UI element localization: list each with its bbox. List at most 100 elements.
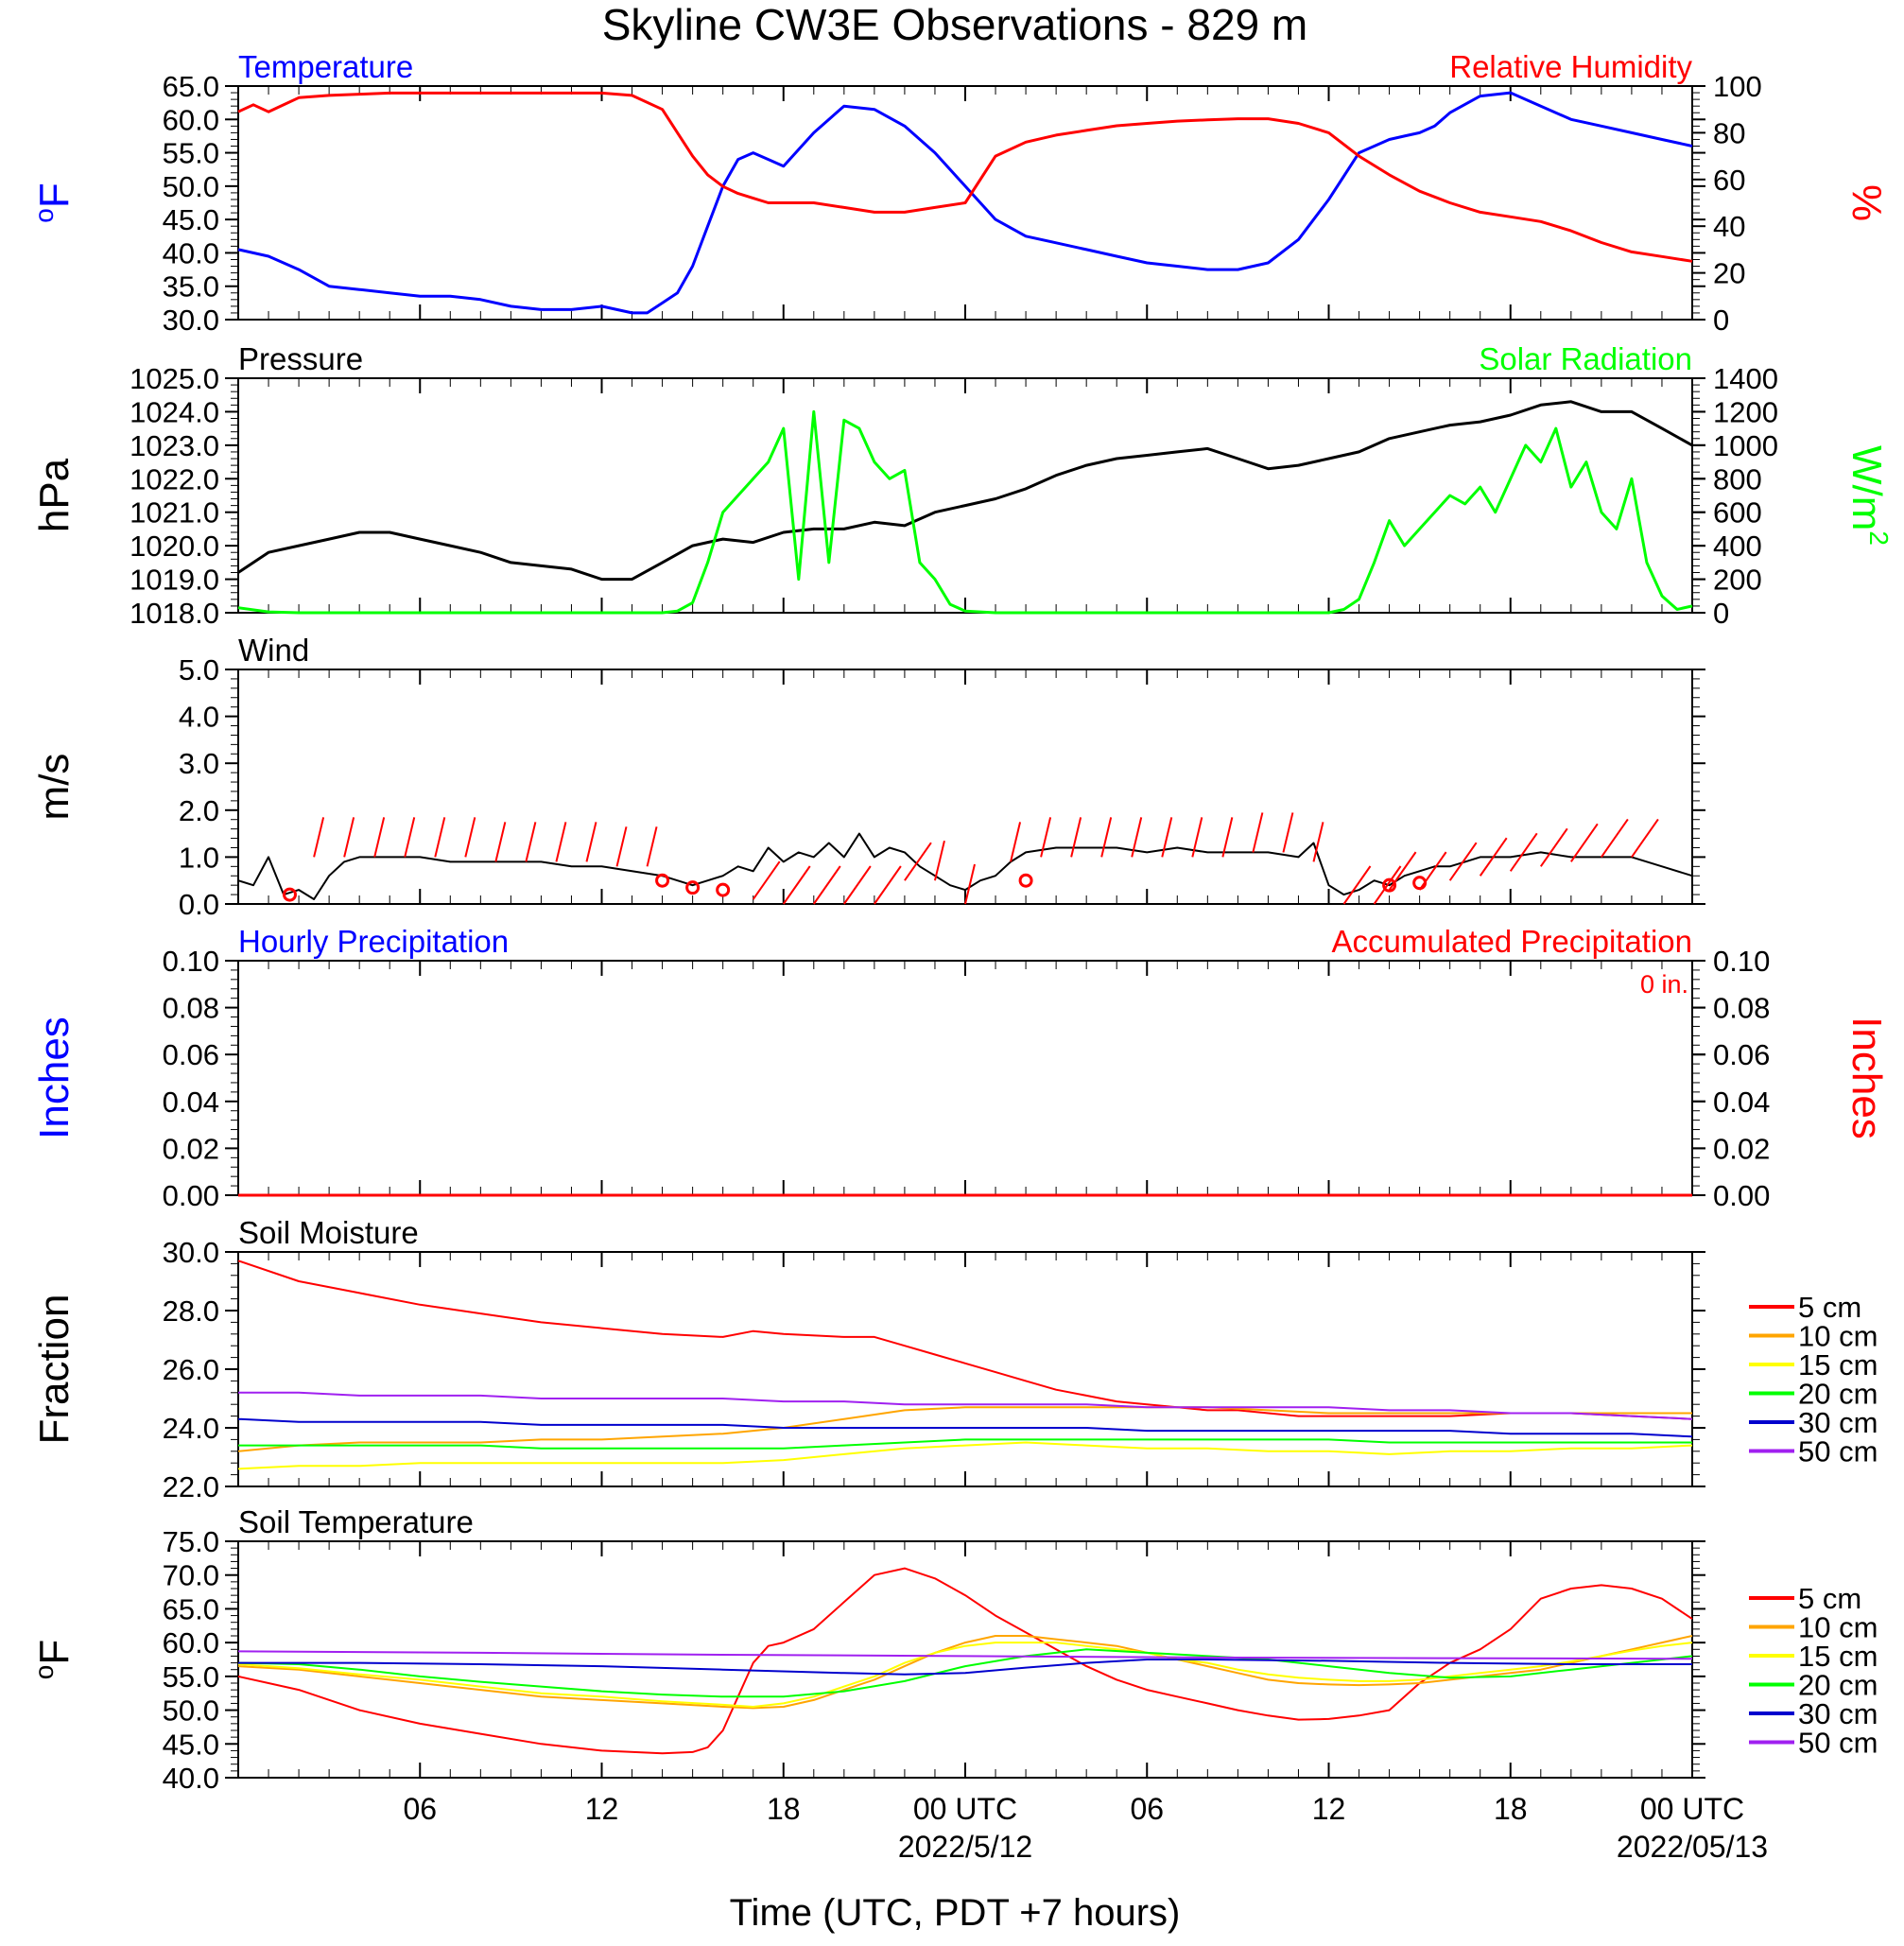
y-tick-label-left: 30.0 xyxy=(163,304,219,337)
y-tick-label-left: 1024.0 xyxy=(130,395,219,428)
y-tick-label-left: 55.0 xyxy=(163,1660,219,1694)
wind-direction-barb xyxy=(1373,865,1402,905)
wind-direction-barb xyxy=(1631,818,1659,858)
x-tick-label: 06 xyxy=(1130,1792,1164,1826)
y-tick-label-left: 0.10 xyxy=(163,945,219,978)
series-line-solar-radiation xyxy=(237,409,1693,615)
legend-label: 15 cm xyxy=(1798,1640,1878,1673)
panel-pressure_solar: 1018.01019.01020.01021.01022.01023.01024… xyxy=(31,341,1894,630)
x-date-label: 2022/5/12 xyxy=(898,1830,1032,1864)
y-tick-label-left: 0.08 xyxy=(163,992,219,1025)
wind-calm-marker xyxy=(282,887,297,902)
wind-direction-barb xyxy=(782,865,811,905)
legend-label: 5 cm xyxy=(1798,1582,1861,1615)
y-tick-label-right: 40 xyxy=(1713,210,1745,243)
unit-letter: F xyxy=(31,1640,78,1665)
wind-direction-barb xyxy=(843,865,872,905)
x-axis: 06 12 18 00 UTC 06 12 18 00 UTC 2022/5/12 2022/05… xyxy=(403,1792,1768,1864)
series-line-relative-humidity xyxy=(237,91,1693,263)
precip-total-annotation: 0 in. xyxy=(1640,970,1688,999)
y-tick-label-right: 0 xyxy=(1713,304,1729,337)
wind-direction-barb xyxy=(615,826,628,867)
panels: 30.035.040.045.050.055.060.065.002040608… xyxy=(29,49,1894,1795)
series-line-30-cm xyxy=(237,1417,1693,1438)
y-tick-label-right: 1000 xyxy=(1713,429,1778,462)
series-line-wind xyxy=(237,832,1693,900)
series-line-30-cm xyxy=(238,1659,1692,1676)
y-axis-label-left: oF xyxy=(29,182,78,222)
series-line-20-cm xyxy=(238,1438,1692,1450)
legend-label: 50 cm xyxy=(1798,1727,1878,1760)
y-axis-label-superscript: 2 xyxy=(1864,530,1894,546)
wind-direction-barb xyxy=(752,860,781,900)
legend-label: 30 cm xyxy=(1798,1697,1878,1730)
x-tick-label: 06 xyxy=(403,1792,437,1826)
y-tick-label-left: 3.0 xyxy=(179,747,219,780)
legend-label: 50 cm xyxy=(1798,1435,1878,1468)
y-tick-label-left: 1023.0 xyxy=(130,429,219,462)
legend-label: 20 cm xyxy=(1798,1669,1878,1702)
wind-direction-barb xyxy=(1040,817,1052,858)
y-tick-label-left: 1019.0 xyxy=(130,564,219,597)
wind-direction-barb xyxy=(343,817,355,858)
y-tick-label-left: 0.02 xyxy=(163,1132,219,1165)
wind-direction-barb xyxy=(1191,817,1203,858)
y-tick-label-right: 60 xyxy=(1713,164,1745,197)
y-tick-label-right: 200 xyxy=(1713,564,1762,597)
y-tick-label-left: 75.0 xyxy=(163,1525,219,1558)
wind-direction-barb xyxy=(1388,851,1417,891)
y-tick-label-left: 50.0 xyxy=(163,1694,219,1728)
series-line-50-cm xyxy=(237,1650,1693,1660)
panel-title-right: Relative Humidity xyxy=(1449,49,1692,84)
y-tick-label-left: 0.04 xyxy=(163,1086,219,1119)
wind-direction-barb xyxy=(1252,812,1264,853)
y-tick-label-left: 1020.0 xyxy=(130,530,219,563)
wind-direction-barb xyxy=(404,817,416,858)
series-line-20-cm xyxy=(237,1648,1693,1698)
y-tick-label-left: 26.0 xyxy=(163,1353,219,1386)
y-tick-label-right: 0.10 xyxy=(1713,945,1770,978)
legend-label: 10 cm xyxy=(1798,1320,1878,1353)
wind-direction-barb xyxy=(1342,865,1372,905)
wind-direction-barb xyxy=(585,822,597,862)
y-tick-label-left: 65.0 xyxy=(163,70,219,103)
wind-direction-barb xyxy=(1418,851,1447,891)
wind-direction-barb xyxy=(494,822,507,862)
panel-title-left: Wind xyxy=(238,633,309,668)
wind-direction-barb xyxy=(1161,817,1173,858)
y-tick-label-left: 1021.0 xyxy=(130,496,219,530)
x-axis-label: Time (UTC, PDT +7 hours) xyxy=(730,1892,1181,1934)
y-tick-label-left: 60.0 xyxy=(163,103,219,136)
wind-direction-barb xyxy=(1570,823,1599,862)
wind-direction-barb xyxy=(1312,822,1324,862)
panel-title-left: Temperature xyxy=(238,49,413,84)
wind-calm-marker xyxy=(716,882,731,897)
legend-label: 15 cm xyxy=(1798,1348,1878,1381)
wind-direction-barb xyxy=(313,817,325,858)
y-tick-label-left: 65.0 xyxy=(163,1592,219,1625)
y-tick-label-right: 20 xyxy=(1713,257,1745,290)
y-tick-label-left: 30.0 xyxy=(163,1236,219,1269)
y-tick-label-left: 45.0 xyxy=(163,1728,219,1761)
y-axis-label-right-text: W/m xyxy=(1843,445,1890,530)
legend-label: 20 cm xyxy=(1798,1378,1878,1411)
wind-direction-barb xyxy=(812,865,841,905)
chart-title: Skyline CW3E Observations - 829 m xyxy=(602,0,1308,49)
wind-direction-barb xyxy=(1221,817,1234,858)
unit-letter: F xyxy=(31,182,78,208)
panel-soil_moisture: 22.0 24.0 26.0 28.0 30.0 Soil Moisture Fractio… xyxy=(31,1215,1878,1503)
wind-direction-barb xyxy=(1282,812,1294,853)
y-tick-label-left: 1025.0 xyxy=(130,362,219,395)
degree-symbol: o xyxy=(29,1665,59,1680)
wind-direction-barb xyxy=(1010,822,1022,862)
x-tick-label: 12 xyxy=(585,1792,619,1826)
series-line-15-cm xyxy=(237,1441,1693,1470)
legend-label: 10 cm xyxy=(1798,1611,1878,1644)
y-tick-label-left: 28.0 xyxy=(163,1294,219,1328)
degree-symbol: o xyxy=(29,208,59,223)
y-axis-label-right-text: Inches xyxy=(1843,1016,1890,1139)
series-line-50-cm xyxy=(238,1391,1693,1420)
y-tick-label-left: 0.0 xyxy=(179,888,219,921)
